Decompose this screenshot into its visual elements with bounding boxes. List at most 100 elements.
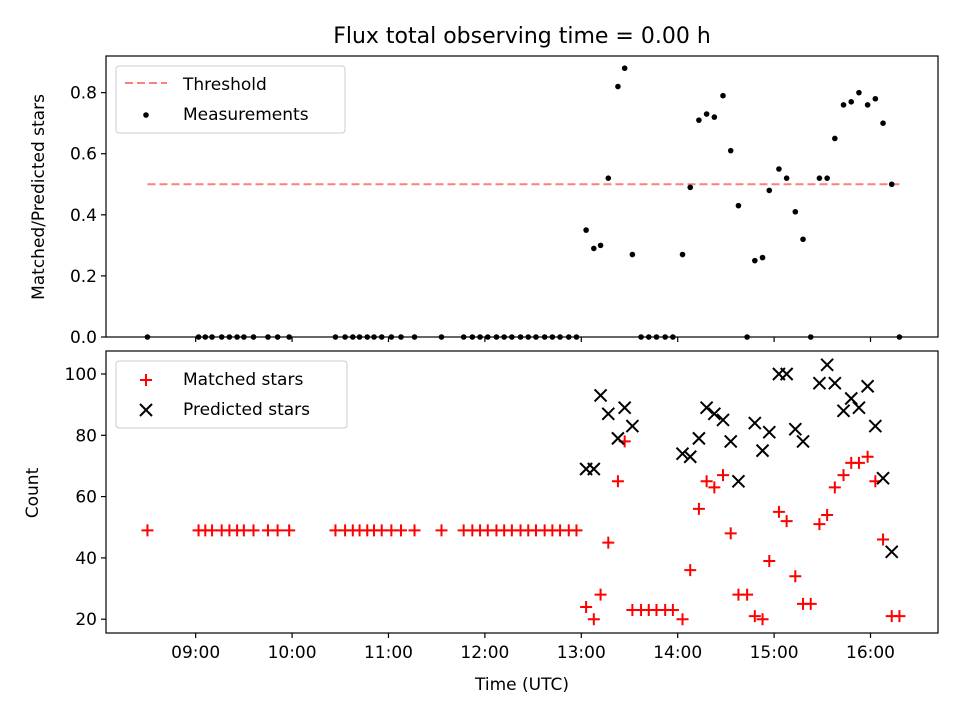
matched-stars-point xyxy=(893,610,906,623)
ratio-panel-legend-box xyxy=(115,65,346,134)
count-panel-y-ticks: 20 40 60 80 100 xyxy=(65,365,106,630)
y-tick-label: 80 xyxy=(75,426,97,446)
measurements-point xyxy=(816,175,823,181)
legend-matched-swatch xyxy=(140,374,152,386)
predicted-stars-point xyxy=(593,388,608,403)
legend-predicted-swatch xyxy=(139,403,153,417)
measurements-point xyxy=(687,184,694,191)
predicted-stars-point xyxy=(716,413,730,427)
x-tick-label: 16:00 xyxy=(846,643,895,663)
predicted-stars-point xyxy=(587,462,601,476)
measurements-point xyxy=(597,242,604,249)
predicted-stars-point xyxy=(876,471,890,485)
predicted-stars-point xyxy=(731,474,746,488)
y-tick-label: 0.0 xyxy=(70,328,97,348)
measurements-point xyxy=(824,175,830,181)
measurements-point xyxy=(591,245,597,252)
measurements-point xyxy=(727,147,734,154)
matched-stars-point xyxy=(804,597,817,610)
matched-stars-point xyxy=(594,588,607,601)
matched-stars-point xyxy=(789,570,802,583)
measurements-point xyxy=(735,202,742,209)
measurements-point xyxy=(783,175,790,181)
x-axis-label: Time (UTC) xyxy=(474,675,569,695)
legend-measurements-swatch xyxy=(143,112,149,118)
matched-stars-point xyxy=(676,613,689,626)
y-tick-label: 0.2 xyxy=(70,267,97,287)
matched-stars-point xyxy=(408,524,421,537)
x-tick-label: 14:00 xyxy=(653,643,702,663)
predicted-stars-point xyxy=(762,425,776,439)
matched-stars-point xyxy=(435,524,448,537)
ratio-panel-x-ticks xyxy=(195,337,872,342)
legend-measurements-label: Measurements xyxy=(183,105,309,125)
matched-stars-point xyxy=(763,554,776,567)
measurements-point xyxy=(696,117,702,123)
matched-stars-point xyxy=(772,505,785,518)
matched-stars-point xyxy=(666,604,679,617)
x-tick-label: 10:00 xyxy=(268,643,317,663)
measurements-point xyxy=(759,254,766,261)
y-tick-label: 100 xyxy=(65,365,97,385)
predicted-stars-point xyxy=(601,407,615,421)
predicted-stars-point xyxy=(675,446,690,461)
matched-stars-point xyxy=(780,515,793,528)
predicted-stars-point xyxy=(820,358,834,372)
measurements-point xyxy=(605,175,612,181)
measurements-point xyxy=(792,208,799,215)
predicted-stars-point xyxy=(812,376,827,390)
matched-stars-point xyxy=(247,524,260,537)
predicted-stars-point xyxy=(755,443,770,458)
count-panel-marks xyxy=(141,358,906,626)
ratio-panel: 0.00.20.40.60.8 Matched/Predicted stars … xyxy=(29,55,939,348)
matched-stars-point xyxy=(611,475,624,488)
ratio-panel-y-axis-label: Matched/Predicted stars xyxy=(29,94,49,300)
y-tick-label: 40 xyxy=(75,549,97,569)
measurements-point xyxy=(679,251,686,258)
y-tick-label: 0.8 xyxy=(70,84,97,104)
predicted-stars-point xyxy=(683,450,697,464)
matched-stars-point xyxy=(861,450,874,463)
measurements-point xyxy=(832,135,838,142)
matched-stars-point xyxy=(813,518,826,531)
measurements-point xyxy=(720,92,726,99)
predicted-stars-point xyxy=(868,419,883,433)
predicted-stars-point xyxy=(724,434,738,449)
matched-stars-point xyxy=(692,502,705,515)
chart-title: Flux total observing time = 0.00 h xyxy=(333,24,711,49)
predicted-stars-point xyxy=(852,400,866,415)
matched-stars-point xyxy=(877,533,890,546)
predicted-stars-point xyxy=(617,400,632,415)
predicted-stars-point xyxy=(625,419,640,433)
y-tick-label: 0.6 xyxy=(70,145,97,165)
predicted-stars-point xyxy=(611,431,625,446)
matched-stars-point xyxy=(821,508,834,521)
x-tick-label: 15:00 xyxy=(750,643,799,663)
x-tick-label: 11:00 xyxy=(364,643,413,663)
predicted-stars-point xyxy=(699,400,714,415)
ratio-panel-frame xyxy=(105,55,939,338)
matched-stars-point xyxy=(684,564,697,577)
matched-stars-point xyxy=(700,475,713,488)
count-panel-legend-box xyxy=(115,360,348,429)
predicted-stars-point xyxy=(788,422,803,436)
measurements-point xyxy=(888,181,895,188)
predicted-stars-point xyxy=(796,434,810,449)
x-tick-label: 13:00 xyxy=(557,643,606,663)
measurements-point xyxy=(615,83,621,90)
measurements-point xyxy=(840,102,847,108)
y-tick-label: 0.4 xyxy=(70,206,97,226)
predicted-stars-point xyxy=(885,545,899,559)
predicted-stars-point xyxy=(828,376,842,390)
count-panel-x-ticks: 09:00 10:00 11:00 12:00 13:00 14:00 15:00 16:00 xyxy=(171,633,895,663)
matched-stars-point xyxy=(587,613,600,626)
matched-stars-point xyxy=(724,527,737,540)
measurements-point xyxy=(629,251,636,258)
predicted-stars-point xyxy=(748,416,762,430)
predicted-stars-point xyxy=(707,407,722,421)
legend-matched-label: Matched stars xyxy=(183,370,303,390)
matched-stars-point xyxy=(717,469,730,482)
ratio-panel-y-ticks: 0.0 0.2 0.4 0.6 0.8 xyxy=(70,84,106,348)
measurements-point xyxy=(711,114,718,120)
